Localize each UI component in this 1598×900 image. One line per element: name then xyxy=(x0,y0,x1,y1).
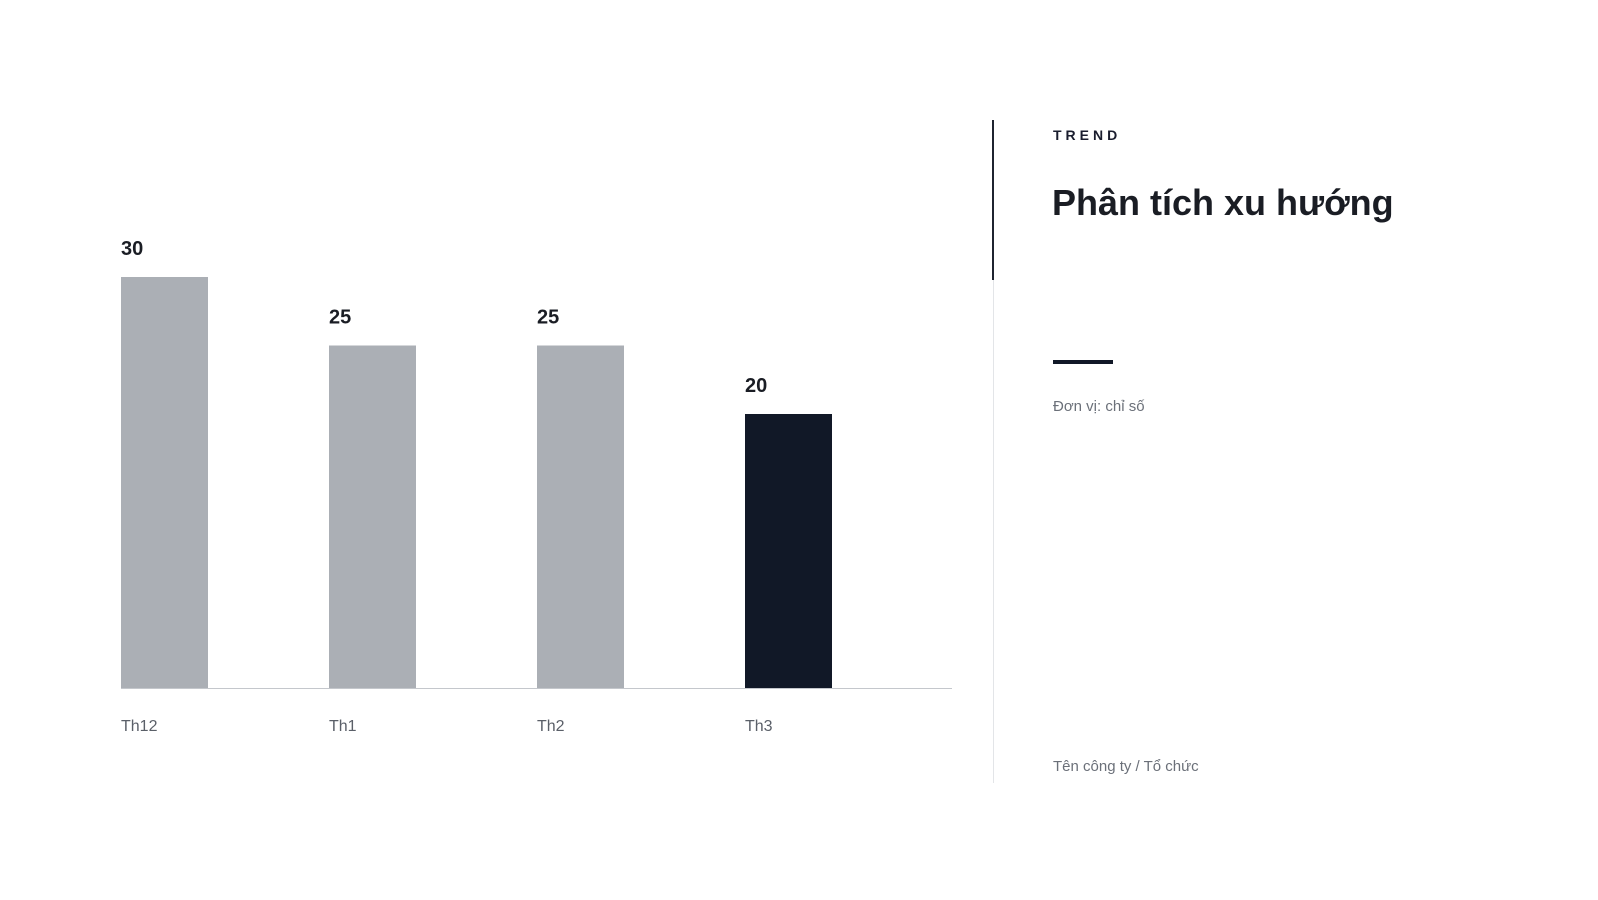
bar-Th1 xyxy=(329,345,416,688)
section-eyebrow: TREND xyxy=(1053,127,1122,143)
bar-chart: 30 Th12 25 Th1 25 Th2 20 Th3 xyxy=(121,238,952,735)
page-title: Phân tích xu hướng xyxy=(1052,182,1394,223)
bar-chart-svg: 30 Th12 25 Th1 25 Th2 20 Th3 xyxy=(121,238,952,735)
x-tick-label-Th3: Th3 xyxy=(745,718,773,735)
vertical-divider-accent xyxy=(992,120,994,280)
data-label-Th12: 30 xyxy=(121,238,143,260)
data-label-Th1: 25 xyxy=(329,307,351,329)
accent-rule xyxy=(1053,360,1113,364)
x-tick-label-Th1: Th1 xyxy=(329,718,357,735)
bar-Th3 xyxy=(745,414,832,688)
bar-Th2 xyxy=(537,345,624,688)
data-label-Th3: 20 xyxy=(745,375,767,397)
data-label-Th2: 25 xyxy=(537,307,559,329)
x-tick-label-Th12: Th12 xyxy=(121,718,158,735)
vertical-divider xyxy=(993,120,994,783)
x-tick-label-Th2: Th2 xyxy=(537,718,565,735)
unit-note: Đơn vị: chỉ số xyxy=(1053,398,1145,415)
organization-name: Tên công ty / Tổ chức xyxy=(1053,758,1199,775)
bar-Th12 xyxy=(121,277,208,688)
